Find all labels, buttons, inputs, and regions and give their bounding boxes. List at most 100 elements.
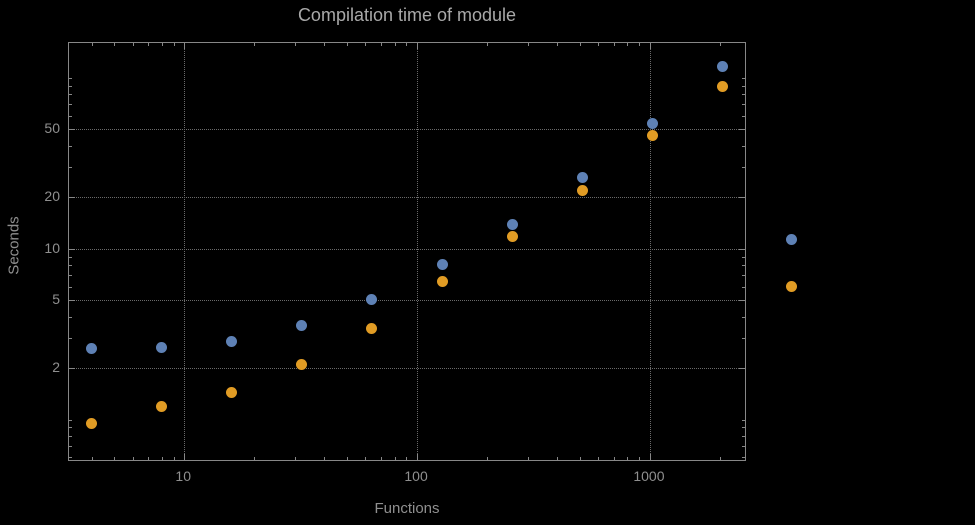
data-point-series-2	[646, 129, 658, 141]
x-tick-mark	[487, 43, 489, 46]
x-tick-mark	[417, 43, 419, 49]
x-tick-mark	[639, 457, 641, 460]
y-tick-mark	[742, 446, 745, 448]
y-tick-mark	[742, 286, 745, 288]
y-tick-mark	[69, 77, 72, 79]
y-tick-mark	[69, 300, 75, 302]
y-tick-mark	[742, 338, 745, 340]
y-tick-mark	[69, 316, 72, 318]
y-tick-mark	[742, 167, 745, 169]
data-point-series-2	[576, 184, 588, 196]
y-tick-mark	[739, 300, 745, 302]
x-tick-mark	[161, 43, 163, 46]
data-point-series-1	[366, 293, 378, 305]
x-tick-mark	[184, 454, 186, 460]
y-tick-mark	[742, 94, 745, 96]
x-tick-mark	[295, 43, 297, 46]
data-point-series-2	[436, 276, 448, 288]
y-tick-label: 10	[44, 239, 60, 256]
data-point-series-1	[576, 172, 588, 184]
x-tick-mark	[394, 457, 396, 460]
y-tick-mark	[742, 115, 745, 117]
legend-marker	[786, 234, 797, 245]
y-tick-mark	[742, 265, 745, 267]
x-tick-mark	[649, 454, 651, 460]
data-point-series-1	[506, 219, 518, 231]
y-tick-mark	[739, 248, 745, 250]
data-point-series-1	[296, 320, 308, 332]
x-tick-mark	[528, 457, 530, 460]
y-tick-mark	[69, 85, 72, 87]
y-tick-mark	[739, 368, 745, 370]
x-tick-mark	[114, 43, 116, 46]
x-tick-mark	[417, 454, 419, 460]
gridline-x-1000	[649, 43, 651, 460]
data-point-series-1	[226, 336, 238, 348]
x-tick-mark	[365, 457, 367, 460]
x-tick-mark	[528, 43, 530, 46]
x-tick-mark	[579, 43, 581, 46]
data-point-series-2	[506, 230, 518, 242]
y-tick-mark	[742, 436, 745, 438]
x-tick-mark	[184, 43, 186, 49]
y-tick-mark	[69, 427, 72, 429]
x-tick-mark	[173, 457, 175, 460]
data-point-series-1	[86, 343, 98, 355]
data-point-series-2	[716, 81, 728, 93]
y-tick-mark	[742, 85, 745, 87]
x-tick-mark	[324, 43, 326, 46]
y-tick-mark	[739, 197, 745, 199]
x-axis-label: Functions	[374, 500, 440, 517]
x-tick-mark	[132, 457, 134, 460]
y-tick-mark	[69, 145, 72, 147]
x-tick-mark	[557, 43, 559, 46]
x-tick-mark	[627, 43, 629, 46]
x-tick-mark	[720, 43, 722, 46]
y-tick-label: 2	[52, 359, 60, 376]
x-tick-mark	[613, 457, 615, 460]
data-point-series-2	[86, 417, 98, 429]
gridline-y-2	[69, 368, 745, 370]
y-tick-mark	[69, 265, 72, 267]
y-tick-mark	[69, 436, 72, 438]
y-tick-mark	[742, 77, 745, 79]
data-point-series-1	[436, 258, 448, 270]
y-tick-mark	[69, 338, 72, 340]
chart-title: Compilation time of module	[297, 5, 517, 25]
x-tick-mark	[649, 43, 651, 49]
gridline-x-10	[184, 43, 186, 460]
x-tick-mark	[295, 457, 297, 460]
y-tick-mark	[69, 419, 72, 421]
x-tick-mark	[394, 43, 396, 46]
y-tick-mark	[742, 457, 745, 459]
x-tick-mark	[598, 43, 600, 46]
data-point-series-2	[226, 386, 238, 398]
legend	[786, 234, 798, 294]
x-tick-label: 10	[175, 468, 191, 484]
y-tick-label: 20	[44, 188, 60, 205]
y-tick-mark	[69, 197, 75, 199]
x-tick-mark	[346, 457, 348, 460]
x-tick-mark	[487, 457, 489, 460]
y-tick-mark	[742, 104, 745, 106]
x-tick-mark	[381, 43, 382, 46]
gridline-y-10	[69, 248, 745, 250]
x-tick-label: 1000	[633, 468, 665, 484]
x-tick-mark	[148, 457, 150, 460]
x-tick-mark	[254, 43, 256, 46]
x-tick-mark	[579, 457, 581, 460]
y-tick-mark	[742, 427, 745, 429]
x-tick-mark	[254, 457, 256, 460]
y-tick-mark	[69, 104, 72, 106]
y-tick-mark	[742, 256, 745, 258]
x-tick-mark	[598, 457, 600, 460]
x-tick-mark	[91, 457, 93, 460]
x-tick-mark	[406, 43, 408, 46]
x-tick-mark	[613, 43, 615, 46]
data-point-series-1	[646, 118, 658, 130]
y-tick-mark	[69, 94, 72, 96]
y-tick-mark	[739, 129, 745, 131]
x-tick-mark	[161, 457, 163, 460]
y-tick-mark	[69, 446, 72, 448]
